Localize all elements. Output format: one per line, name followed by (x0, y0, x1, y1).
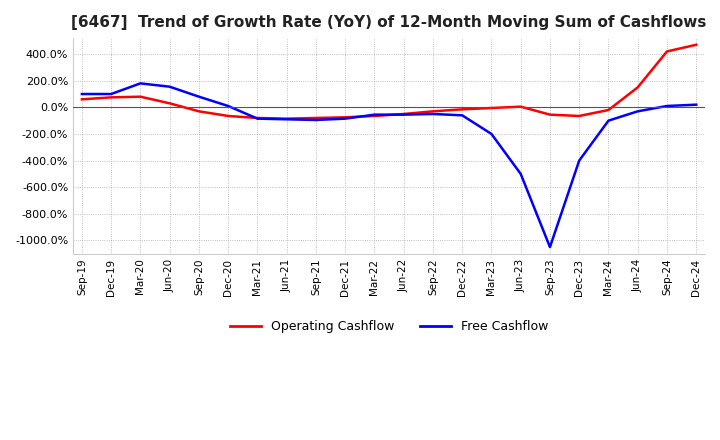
Title: [6467]  Trend of Growth Rate (YoY) of 12-Month Moving Sum of Cashflows: [6467] Trend of Growth Rate (YoY) of 12-… (71, 15, 707, 30)
Legend: Operating Cashflow, Free Cashflow: Operating Cashflow, Free Cashflow (225, 315, 553, 338)
